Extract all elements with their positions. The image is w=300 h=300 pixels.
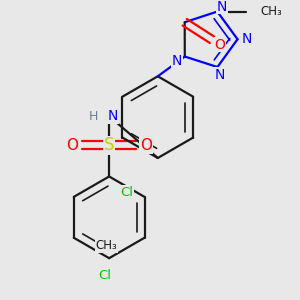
Text: Cl: Cl xyxy=(98,269,111,282)
Text: O: O xyxy=(140,138,152,153)
Text: O: O xyxy=(214,38,225,52)
Text: N: N xyxy=(217,0,227,14)
Text: N: N xyxy=(242,32,253,46)
Text: H: H xyxy=(89,110,98,123)
Text: O: O xyxy=(66,138,78,153)
Text: N: N xyxy=(108,109,118,123)
Text: S: S xyxy=(104,136,114,154)
Text: CH₃: CH₃ xyxy=(95,239,117,252)
Text: CH₃: CH₃ xyxy=(260,5,282,18)
Text: Cl: Cl xyxy=(121,185,134,199)
Text: N: N xyxy=(172,54,182,68)
Text: N: N xyxy=(214,68,225,82)
